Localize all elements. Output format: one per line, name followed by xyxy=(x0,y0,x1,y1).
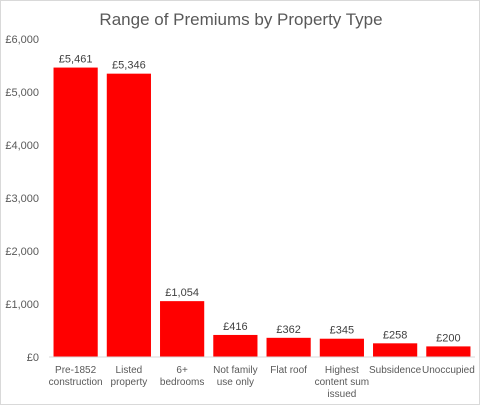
x-axis: Pre-1852 construction Listed property 6+ bedr… xyxy=(49,356,475,400)
y-tick-label: £4,000 xyxy=(5,140,39,152)
data-label: £416 xyxy=(223,321,247,333)
x-tick-label: Highest content sum issued xyxy=(315,365,369,400)
y-tick-label: £3,000 xyxy=(5,193,39,205)
x-tick-label: Flat roof xyxy=(270,365,307,376)
y-axis: £0 £1,000 £2,000 £3,000 £4,000 £5,000 £6,000 xyxy=(5,34,39,364)
data-label: £258 xyxy=(383,329,407,341)
bar xyxy=(106,73,151,358)
data-label: £1,054 xyxy=(165,287,199,299)
bar xyxy=(319,338,364,357)
data-label: £5,461 xyxy=(59,54,93,66)
data-label: £5,346 xyxy=(112,60,146,72)
bar xyxy=(213,334,258,357)
x-tick-label: 6+ bedrooms xyxy=(160,365,204,388)
x-tick-label: Unoccupied xyxy=(422,365,475,376)
bar xyxy=(53,67,98,357)
y-tick-label: £6,000 xyxy=(5,34,39,46)
chart-title: Range of Premiums by Property Type xyxy=(99,10,382,29)
bar xyxy=(373,343,418,357)
y-tick-label: £0 xyxy=(27,352,39,364)
x-tick-label: Not family use only xyxy=(213,365,257,388)
data-label: £345 xyxy=(330,325,354,337)
x-tick-label: Subsidence xyxy=(369,365,422,376)
x-tick-label: Pre-1852 construction xyxy=(49,365,103,388)
bar xyxy=(426,346,471,357)
bars: £5,461 £5,346 £1,054 £416 £362 £345 £258 £200 xyxy=(53,54,471,358)
data-label: £362 xyxy=(276,324,300,336)
y-tick-label: £5,000 xyxy=(5,87,39,99)
y-tick-label: £1,000 xyxy=(5,299,39,311)
bar xyxy=(160,301,205,357)
bar xyxy=(266,337,311,357)
x-tick-label: Listed property xyxy=(111,365,148,388)
y-tick-label: £2,000 xyxy=(5,246,39,258)
data-label: £200 xyxy=(436,332,460,344)
